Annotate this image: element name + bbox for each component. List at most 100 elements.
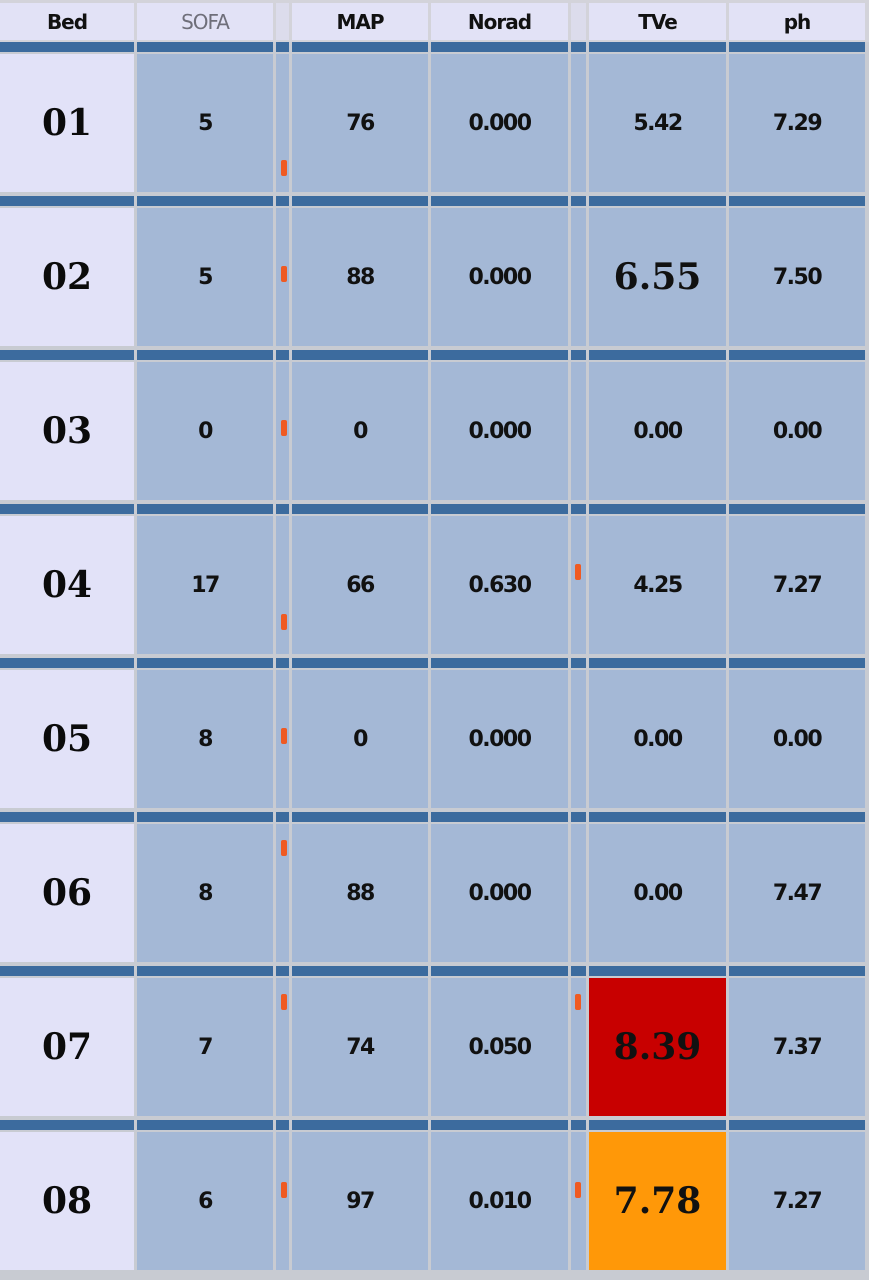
bed-cell[interactable]: 01 bbox=[0, 54, 134, 192]
table-row[interactable]: 02 5 88 0.000 6.55 7.50 bbox=[0, 196, 869, 350]
bed-cell[interactable]: 07 bbox=[0, 978, 134, 1116]
header-tve[interactable]: TVe bbox=[589, 3, 726, 40]
norad-cell[interactable]: 0.000 bbox=[431, 824, 568, 962]
map-cell[interactable]: 0 bbox=[292, 362, 428, 500]
row-header-strip bbox=[431, 966, 568, 976]
sofa-cell[interactable]: 17 bbox=[137, 516, 273, 654]
ph-cell[interactable]: 0.00 bbox=[729, 362, 865, 500]
sofa-cell[interactable]: 0 bbox=[137, 362, 273, 500]
ph-cell[interactable]: 7.29 bbox=[729, 54, 865, 192]
norad-cell[interactable]: 0.000 bbox=[431, 54, 568, 192]
row-header-strip bbox=[729, 812, 865, 822]
row-header-strip bbox=[0, 42, 134, 52]
trend-marker-icon bbox=[575, 564, 581, 580]
header-norad[interactable]: Norad bbox=[431, 3, 568, 40]
sofa-cell[interactable]: 8 bbox=[137, 824, 273, 962]
norad-cell[interactable]: 0.000 bbox=[431, 362, 568, 500]
header-ph[interactable]: ph bbox=[729, 3, 865, 40]
ph-cell[interactable]: 7.27 bbox=[729, 1132, 865, 1270]
tve-cell[interactable]: 0.00 bbox=[589, 824, 726, 962]
row-header-strip bbox=[292, 812, 428, 822]
map-cell[interactable]: 76 bbox=[292, 54, 428, 192]
ph-cell[interactable]: 7.27 bbox=[729, 516, 865, 654]
tve-cell-alert-orange[interactable]: 7.78 bbox=[589, 1132, 726, 1270]
map-cell[interactable]: 0 bbox=[292, 670, 428, 808]
gap-cell bbox=[276, 1132, 289, 1270]
map-cell[interactable]: 74 bbox=[292, 978, 428, 1116]
header-map[interactable]: MAP bbox=[292, 3, 428, 40]
trend-marker-icon bbox=[281, 420, 287, 436]
table-row[interactable]: 04 17 66 0.630 4.25 7.27 bbox=[0, 504, 869, 658]
bed-cell[interactable]: 08 bbox=[0, 1132, 134, 1270]
map-cell[interactable]: 88 bbox=[292, 208, 428, 346]
row-header-strip bbox=[729, 658, 865, 668]
row-header-strip bbox=[431, 350, 568, 360]
row-header-strip bbox=[0, 350, 134, 360]
column-header-row: Bed SOFA MAP Norad TVe ph bbox=[0, 0, 869, 42]
norad-cell[interactable]: 0.000 bbox=[431, 670, 568, 808]
gap-cell bbox=[276, 516, 289, 654]
row-header-strip bbox=[137, 196, 273, 206]
gap-cell bbox=[276, 54, 289, 192]
bed-cell[interactable]: 04 bbox=[0, 516, 134, 654]
header-bed[interactable]: Bed bbox=[0, 3, 134, 40]
row-header-strip bbox=[0, 1120, 134, 1130]
gap-cell bbox=[276, 824, 289, 962]
row-header-strip bbox=[292, 966, 428, 976]
tve-cell[interactable]: 6.55 bbox=[589, 208, 726, 346]
table-row[interactable]: 03 0 0 0.000 0.00 0.00 bbox=[0, 350, 869, 504]
row-header-strip bbox=[0, 504, 134, 514]
row-header-strip bbox=[729, 966, 865, 976]
row-header-strip bbox=[292, 196, 428, 206]
row-header-strip bbox=[0, 812, 134, 822]
trend-marker-icon bbox=[281, 728, 287, 744]
ph-cell[interactable]: 0.00 bbox=[729, 670, 865, 808]
map-cell[interactable]: 88 bbox=[292, 824, 428, 962]
table-row[interactable]: 07 7 74 0.050 8.39 7.37 bbox=[0, 966, 869, 1120]
norad-cell[interactable]: 0.000 bbox=[431, 208, 568, 346]
sofa-cell[interactable]: 6 bbox=[137, 1132, 273, 1270]
sofa-cell[interactable]: 8 bbox=[137, 670, 273, 808]
map-cell[interactable]: 97 bbox=[292, 1132, 428, 1270]
table-row[interactable]: 01 5 76 0.000 5.42 7.29 bbox=[0, 42, 869, 196]
table-row[interactable]: 08 6 97 0.010 7.78 7.27 bbox=[0, 1120, 869, 1274]
trend-marker-icon bbox=[281, 614, 287, 630]
tve-cell-alert-red[interactable]: 8.39 bbox=[589, 978, 726, 1116]
sofa-cell[interactable]: 5 bbox=[137, 54, 273, 192]
row-header-strip bbox=[589, 42, 726, 52]
table-row[interactable]: 06 8 88 0.000 0.00 7.47 bbox=[0, 812, 869, 966]
map-cell[interactable]: 66 bbox=[292, 516, 428, 654]
header-sofa[interactable]: SOFA bbox=[137, 3, 273, 40]
row-header-strip bbox=[292, 504, 428, 514]
norad-cell[interactable]: 0.630 bbox=[431, 516, 568, 654]
row-header-strip bbox=[0, 658, 134, 668]
row-header-strip bbox=[729, 196, 865, 206]
norad-cell[interactable]: 0.050 bbox=[431, 978, 568, 1116]
bed-cell[interactable]: 05 bbox=[0, 670, 134, 808]
ph-cell[interactable]: 7.47 bbox=[729, 824, 865, 962]
row-header-strip bbox=[137, 42, 273, 52]
tve-cell[interactable]: 0.00 bbox=[589, 670, 726, 808]
row-header-strip bbox=[137, 350, 273, 360]
bed-cell[interactable]: 03 bbox=[0, 362, 134, 500]
gap-cell bbox=[571, 824, 586, 962]
row-header-strip bbox=[431, 812, 568, 822]
sofa-cell[interactable]: 7 bbox=[137, 978, 273, 1116]
sofa-cell[interactable]: 5 bbox=[137, 208, 273, 346]
row-header-strip bbox=[276, 1120, 289, 1130]
row-header-strip bbox=[276, 42, 289, 52]
ph-cell[interactable]: 7.50 bbox=[729, 208, 865, 346]
tve-cell[interactable]: 0.00 bbox=[589, 362, 726, 500]
table-row[interactable]: 05 8 0 0.000 0.00 0.00 bbox=[0, 658, 869, 812]
tve-cell[interactable]: 5.42 bbox=[589, 54, 726, 192]
ph-cell[interactable]: 7.37 bbox=[729, 978, 865, 1116]
row-header-strip bbox=[431, 196, 568, 206]
trend-marker-icon bbox=[281, 1182, 287, 1198]
row-header-strip bbox=[137, 966, 273, 976]
trend-marker-icon bbox=[575, 994, 581, 1010]
tve-cell[interactable]: 4.25 bbox=[589, 516, 726, 654]
bed-cell[interactable]: 02 bbox=[0, 208, 134, 346]
norad-cell[interactable]: 0.010 bbox=[431, 1132, 568, 1270]
bed-cell[interactable]: 06 bbox=[0, 824, 134, 962]
row-header-strip bbox=[571, 812, 586, 822]
